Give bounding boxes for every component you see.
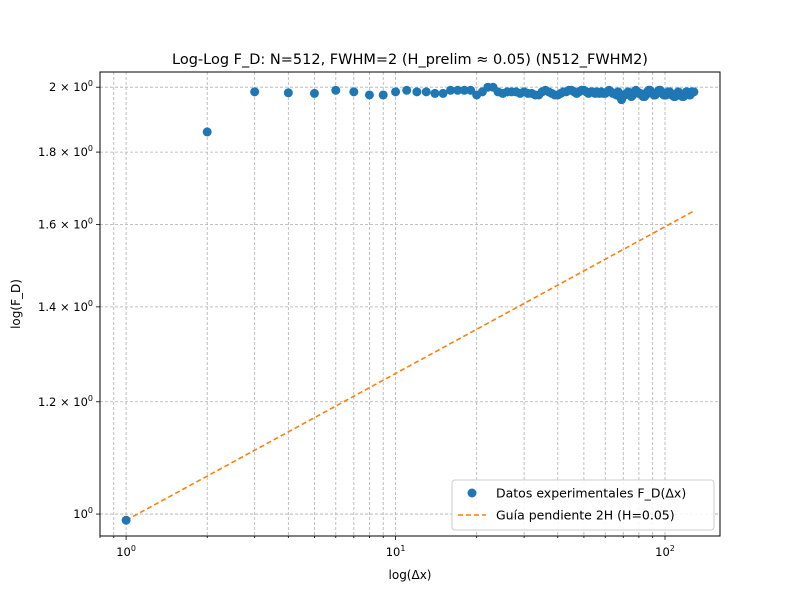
legend-label-experimental: Datos experimentales F_D(Δx) bbox=[496, 486, 686, 501]
data-point bbox=[364, 90, 374, 100]
x-tick-base: 10 bbox=[116, 545, 131, 559]
y-tick-exp: 0 bbox=[88, 79, 93, 88]
series-layer bbox=[121, 82, 699, 525]
y-tick-coef: 1.4 × bbox=[38, 300, 73, 314]
y-tick-base: 10 bbox=[73, 80, 88, 94]
y-tick-base: 10 bbox=[73, 145, 88, 159]
legend-marker-experimental bbox=[467, 488, 477, 498]
data-point bbox=[421, 87, 431, 97]
data-point bbox=[331, 85, 341, 95]
x-tick-exp: 2 bbox=[670, 544, 675, 553]
y-tick-label: 1.2 × 100 bbox=[38, 394, 93, 409]
data-point bbox=[438, 88, 448, 98]
chart-title: Log-Log F_D: N=512, FWHM=2 (H_prelim ≈ 0… bbox=[172, 52, 648, 68]
x-axis-label: log(Δx) bbox=[389, 568, 432, 582]
y-tick-exp: 0 bbox=[88, 394, 93, 403]
data-point bbox=[689, 87, 699, 97]
y-tick-base: 10 bbox=[73, 300, 88, 314]
y-tick-label: 1.8 × 100 bbox=[38, 144, 93, 159]
data-point bbox=[446, 85, 456, 95]
y-tick-label: 1.4 × 100 bbox=[38, 299, 93, 314]
data-point bbox=[402, 85, 412, 95]
y-tick-exp: 0 bbox=[88, 217, 93, 226]
legend: Datos experimentales F_D(Δx) Guía pendie… bbox=[451, 479, 715, 531]
y-tick-base: 10 bbox=[73, 218, 88, 232]
x-tick-label: 102 bbox=[655, 544, 675, 559]
data-point bbox=[412, 87, 422, 97]
y-tick-label: 1.6 × 100 bbox=[38, 217, 93, 232]
y-tick-coef: 1.8 × bbox=[38, 145, 73, 159]
guide-line-2h bbox=[125, 210, 695, 521]
data-point bbox=[378, 90, 388, 100]
data-point bbox=[121, 515, 131, 525]
y-tick-coef: 1.6 × bbox=[38, 218, 73, 232]
y-tick-exp: 0 bbox=[88, 506, 93, 515]
y-tick-coef: 1.2 × bbox=[38, 395, 73, 409]
data-point bbox=[202, 127, 212, 137]
x-tick-label: 100 bbox=[116, 544, 136, 559]
data-point bbox=[250, 87, 260, 97]
y-tick-coef: 2 × bbox=[49, 80, 73, 94]
legend-box bbox=[451, 479, 715, 531]
data-point bbox=[453, 85, 463, 95]
x-tick-label: 101 bbox=[386, 544, 406, 559]
x-tick-exp: 0 bbox=[131, 544, 136, 553]
y-tick-base: 10 bbox=[73, 507, 88, 521]
y-tick-label: 2 × 100 bbox=[49, 79, 93, 94]
data-point bbox=[349, 87, 359, 97]
y-tick-base: 10 bbox=[73, 395, 88, 409]
legend-label-guide: Guía pendiente 2H (H=0.05) bbox=[496, 508, 675, 523]
y-tick-exp: 0 bbox=[88, 299, 93, 308]
data-point bbox=[283, 88, 293, 98]
axes-frame bbox=[99, 71, 721, 537]
y-tick-exp: 0 bbox=[88, 144, 93, 153]
x-tick-base: 10 bbox=[386, 545, 401, 559]
data-point bbox=[309, 88, 319, 98]
x-tick-exp: 1 bbox=[400, 544, 405, 553]
data-point bbox=[391, 87, 401, 97]
y-axis-label: log(F_D) bbox=[9, 279, 23, 329]
data-point bbox=[430, 88, 440, 98]
data-point bbox=[459, 85, 469, 95]
y-tick-label: 100 bbox=[73, 506, 93, 521]
x-tick-base: 10 bbox=[655, 545, 670, 559]
